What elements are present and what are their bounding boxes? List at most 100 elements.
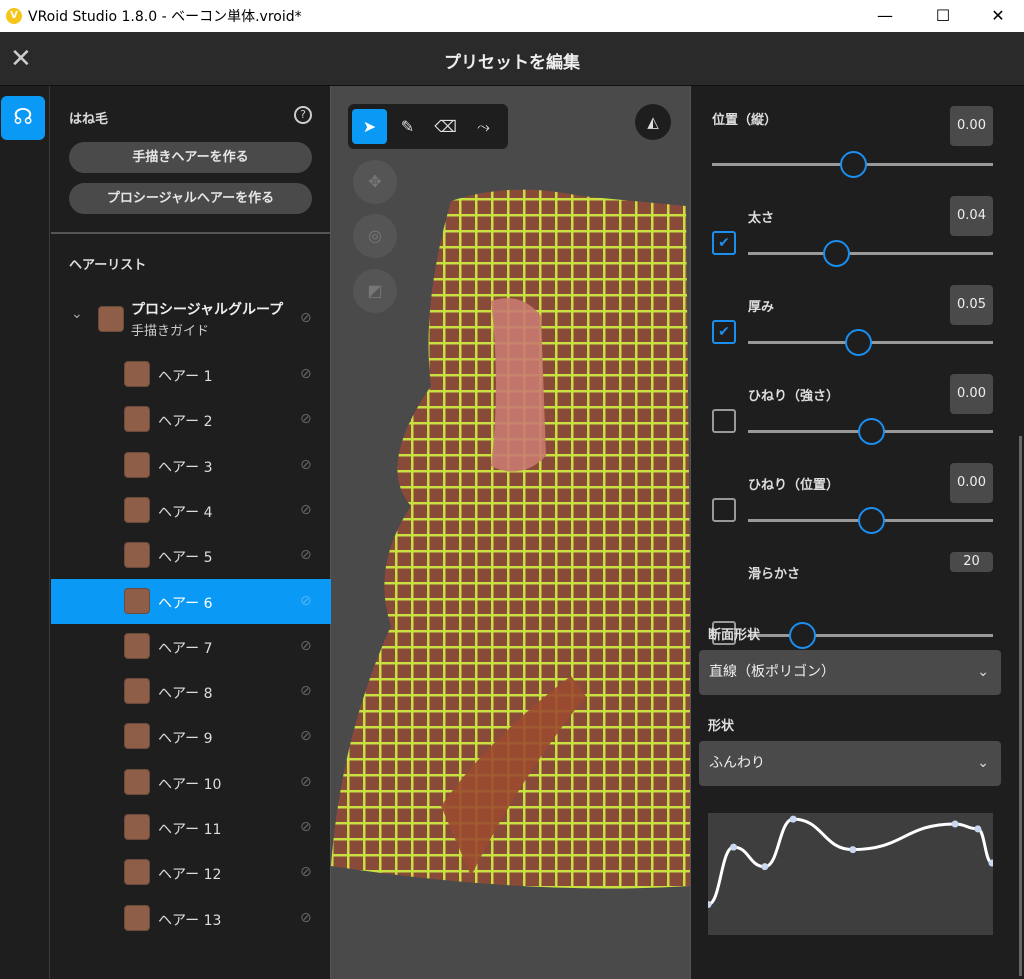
pen-icon[interactable]: ✎ bbox=[400, 117, 415, 136]
param-value-input[interactable]: 20 bbox=[950, 552, 993, 572]
hair-list-item[interactable]: ヘアー 8 ⊘ bbox=[51, 669, 331, 714]
cross-section-select[interactable]: 直線（板ポリゴン） ⌄ bbox=[699, 650, 1001, 695]
curve-point[interactable] bbox=[951, 820, 959, 828]
eye-hidden-icon[interactable]: ⊘ bbox=[300, 864, 312, 881]
param-label: ひねり（位置） bbox=[748, 478, 840, 493]
slider-knob[interactable] bbox=[845, 329, 873, 356]
window-close-button[interactable]: ✕ bbox=[991, 6, 1005, 25]
select-cursor-icon[interactable]: ➤ bbox=[352, 109, 387, 144]
hair-name: ヘアー 6 bbox=[158, 595, 213, 612]
param-slider[interactable] bbox=[748, 240, 993, 267]
eye-hidden-icon[interactable]: ⊘ bbox=[300, 773, 312, 790]
hair-list-item[interactable]: ヘアー 6 ⊘ bbox=[51, 578, 331, 624]
editor-header: ✕ プリセットを編集 bbox=[0, 32, 1024, 86]
create-handdrawn-hair-button[interactable]: 手描きヘアーを作る bbox=[69, 142, 312, 173]
eye-hidden-icon[interactable]: ⊘ bbox=[300, 366, 312, 382]
hair-list-item[interactable]: ヘアー 9 ⊘ bbox=[51, 714, 331, 759]
color-swatch bbox=[124, 542, 150, 569]
eraser-icon[interactable]: ⌫ bbox=[434, 117, 457, 136]
app-logo-icon: V bbox=[6, 8, 22, 24]
hair-name: ヘアー 4 bbox=[158, 504, 213, 521]
color-swatch bbox=[124, 361, 150, 387]
chevron-down-icon: ⌄ bbox=[977, 664, 989, 680]
path-edit-icon[interactable]: ⤳ bbox=[477, 117, 490, 136]
eye-hidden-icon[interactable]: ⊘ bbox=[300, 637, 312, 654]
param-value-input[interactable]: 0.00 bbox=[950, 374, 993, 414]
param-row: 太さ 0.04 ✔ bbox=[691, 195, 1024, 284]
hair-list-item[interactable]: ヘアー 3 ⊘ bbox=[51, 443, 331, 488]
create-procedural-hair-button[interactable]: プロシージャルヘアーを作る bbox=[69, 183, 312, 214]
maximize-button[interactable]: ☐ bbox=[935, 6, 951, 25]
param-slider[interactable] bbox=[748, 622, 993, 649]
hair-list-item[interactable]: ヘアー 5 ⊘ bbox=[51, 533, 331, 578]
parameter-panel: 位置（縦） 0.00 太さ 0.04 ✔ 厚み 0.05 ✔ ひねり（強さ） 0.00 ひねり（位置… bbox=[690, 86, 1024, 979]
param-value-input[interactable]: 0.05 bbox=[950, 285, 993, 325]
eye-hidden-icon[interactable]: ⊘ bbox=[300, 411, 312, 428]
color-swatch bbox=[124, 723, 150, 750]
param-slider[interactable] bbox=[748, 329, 993, 356]
checkbox[interactable] bbox=[712, 621, 736, 645]
curve-point[interactable] bbox=[849, 846, 857, 854]
slider-knob[interactable] bbox=[857, 418, 885, 445]
scrollbar[interactable] bbox=[1019, 436, 1022, 976]
eye-hidden-icon[interactable]: ⊘ bbox=[300, 909, 312, 926]
curve-point[interactable] bbox=[730, 843, 738, 851]
slider-knob[interactable] bbox=[788, 622, 816, 649]
param-value-input[interactable]: 0.00 bbox=[950, 463, 993, 503]
hair-head-icon[interactable]: ☊ bbox=[1, 96, 45, 140]
hair-group[interactable]: ⌄ プロシージャルグループ 手描きガイド ⊘ bbox=[51, 296, 331, 341]
chevron-down-icon[interactable]: ⌄ bbox=[71, 306, 83, 322]
param-value-input[interactable]: 0.04 bbox=[950, 196, 993, 236]
hair-list-item[interactable]: ヘアー 1 ⊘ bbox=[51, 352, 331, 397]
eye-hidden-icon[interactable]: ⊘ bbox=[300, 547, 312, 564]
move-icon[interactable]: ✥ bbox=[353, 160, 397, 204]
curve-line bbox=[707, 817, 993, 906]
checkbox[interactable]: ✔ bbox=[712, 231, 736, 255]
rotate-icon[interactable]: ◎ bbox=[353, 214, 397, 258]
hair-list-item[interactable]: ヘアー 12 ⊘ bbox=[51, 850, 331, 895]
eye-hidden-icon[interactable]: ⊘ bbox=[300, 501, 312, 518]
curve-point[interactable] bbox=[789, 815, 797, 823]
curve-point[interactable] bbox=[974, 825, 982, 833]
eye-hidden-icon[interactable]: ⊘ bbox=[300, 819, 312, 835]
shape-curve-editor[interactable] bbox=[704, 813, 996, 935]
eye-hidden-icon[interactable]: ⊘ bbox=[300, 310, 312, 326]
slider-knob[interactable] bbox=[823, 240, 851, 267]
hair-name: ヘアー 10 bbox=[158, 776, 222, 793]
hair-list-item[interactable]: ヘアー 4 ⊘ bbox=[51, 488, 331, 533]
param-slider[interactable] bbox=[712, 151, 993, 178]
curve-point[interactable] bbox=[761, 863, 769, 871]
scale-icon[interactable]: ◩ bbox=[353, 269, 397, 313]
param-slider[interactable] bbox=[748, 507, 993, 534]
hair-list-item[interactable]: ヘアー 7 ⊘ bbox=[51, 624, 331, 669]
eye-hidden-icon[interactable]: ⊘ bbox=[300, 728, 312, 745]
slider-knob[interactable] bbox=[857, 507, 885, 534]
minimize-button[interactable]: — bbox=[877, 6, 893, 25]
hair-name: ヘアー 11 bbox=[158, 822, 222, 838]
color-swatch bbox=[98, 306, 124, 332]
param-slider[interactable] bbox=[748, 418, 993, 445]
hair-list-item[interactable]: ヘアー 2 ⊘ bbox=[51, 397, 331, 442]
hair-name: ヘアー 1 bbox=[158, 369, 213, 385]
checkbox[interactable]: ✔ bbox=[712, 320, 736, 344]
shape-select[interactable]: ふんわり ⌄ bbox=[699, 741, 1001, 786]
hair-name: ヘアー 2 bbox=[158, 414, 213, 431]
checkbox[interactable] bbox=[712, 498, 736, 522]
mirror-icon[interactable]: ◭ bbox=[635, 104, 671, 140]
eye-hidden-icon[interactable]: ⊘ bbox=[300, 592, 312, 609]
slider-knob[interactable] bbox=[839, 151, 867, 178]
3d-viewport[interactable]: ➤ ✎ ⌫ ⤳ ✥ ◎ ◩ ◭ bbox=[331, 86, 690, 979]
checkbox[interactable] bbox=[712, 409, 736, 433]
close-icon[interactable]: ✕ bbox=[10, 44, 32, 74]
hair-list-item[interactable]: ヘアー 10 ⊘ bbox=[51, 760, 331, 805]
param-value-input[interactable]: 0.00 bbox=[950, 106, 993, 146]
eye-hidden-icon[interactable]: ⊘ bbox=[300, 683, 312, 700]
tool-rail: ☊ bbox=[0, 86, 50, 979]
hair-list-item[interactable]: ヘアー 11 ⊘ bbox=[51, 805, 331, 850]
shape-value: ふんわり bbox=[709, 755, 765, 771]
hair-list-item[interactable]: ヘアー 13 ⊘ bbox=[51, 896, 331, 941]
hair-name: ヘアー 3 bbox=[158, 459, 213, 476]
eye-hidden-icon[interactable]: ⊘ bbox=[300, 456, 312, 473]
hair-mesh-preview bbox=[331, 189, 690, 889]
help-icon[interactable]: ? bbox=[294, 106, 312, 124]
